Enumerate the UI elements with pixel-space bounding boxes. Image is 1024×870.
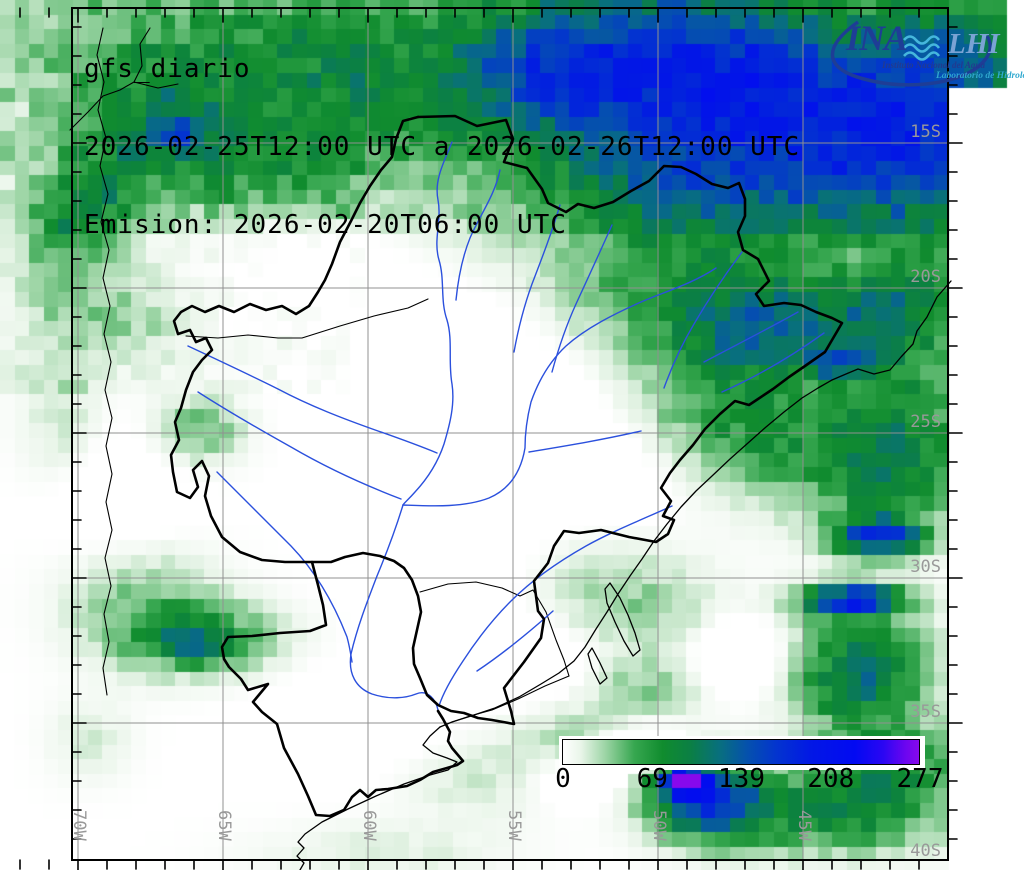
coastline xyxy=(604,582,641,657)
river xyxy=(513,204,561,353)
ina-logo: INA LHI Instituto Nacional del Agua Labo… xyxy=(820,6,1024,90)
colorbar-tick-label: 277 xyxy=(896,764,944,794)
logo-org-name: Instituto Nacional del Agua xyxy=(882,60,985,70)
forecast-period: 2026-02-25T12:00 UTC a 2026-02-26T12:00 … xyxy=(84,132,801,162)
river xyxy=(402,267,717,507)
country-border xyxy=(69,27,151,131)
river xyxy=(551,224,613,373)
lat-label-35s: 35S xyxy=(910,702,941,722)
country-border xyxy=(185,298,429,339)
colorbar-tick-label: 0 xyxy=(555,764,571,794)
river xyxy=(349,504,439,711)
coastline xyxy=(587,647,608,685)
lon-label-70w: 70W xyxy=(69,810,89,841)
lon-label-60w: 60W xyxy=(359,810,379,841)
river xyxy=(402,141,454,506)
river xyxy=(663,251,743,389)
coastline xyxy=(296,726,458,870)
logo-graphics xyxy=(830,20,992,87)
colorbar-tick-label: 139 xyxy=(718,764,765,794)
river xyxy=(476,610,554,672)
river xyxy=(455,169,501,301)
title-block: gfs_diario 2026-02-25T12:00 UTC a 2026-0… xyxy=(84,4,800,290)
country-border xyxy=(419,581,570,677)
logo-lab-name: Laboratorio de Hidrología xyxy=(936,71,1024,81)
lon-label-55w: 55W xyxy=(504,810,524,841)
lon-label-50w: 50W xyxy=(649,810,669,841)
logo-acronym: INA xyxy=(846,18,908,58)
map-frame xyxy=(71,7,949,861)
country-border xyxy=(133,81,179,89)
lat-label-20s: 20S xyxy=(910,267,941,287)
river xyxy=(528,430,642,453)
logo-arc xyxy=(830,20,992,87)
lat-label-25s: 25S xyxy=(910,412,941,432)
product-title: gfs_diario xyxy=(84,54,251,84)
river xyxy=(703,311,799,363)
lat-label-15s: 15S xyxy=(910,122,941,142)
coastline xyxy=(439,280,952,728)
basin-boundary xyxy=(169,115,420,564)
colorbar-tick-label: 208 xyxy=(807,764,855,794)
water-waves-icon xyxy=(903,35,941,61)
lat-label-30s: 30S xyxy=(910,557,941,577)
lon-label-45w: 45W xyxy=(794,810,814,841)
colorbar-tick-label: 69 xyxy=(636,764,668,794)
colorbar xyxy=(559,736,925,770)
emission-time: Emision: 2026-02-20T06:00 UTC xyxy=(84,210,567,240)
lat-label-40s: 40S xyxy=(910,841,941,861)
river xyxy=(721,332,825,393)
river xyxy=(187,345,438,454)
colorbar-gradient xyxy=(562,739,920,765)
country-border xyxy=(96,27,113,696)
lon-label-65w: 65W xyxy=(214,810,234,841)
river xyxy=(438,505,673,707)
basin-boundary xyxy=(220,114,844,818)
logo-lab-acronym: LHI xyxy=(948,28,1000,60)
river xyxy=(197,391,402,500)
